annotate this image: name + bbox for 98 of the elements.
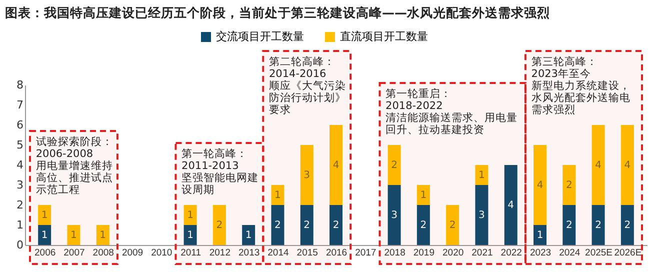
data-label: 4: [624, 160, 631, 171]
bar: [592, 205, 605, 245]
data-label: 4: [332, 160, 340, 171]
data-label: 4: [595, 160, 602, 171]
data-label: 2: [566, 220, 572, 231]
y-tick-label: 4: [16, 158, 24, 172]
data-label: 2: [274, 220, 281, 231]
data-label: 1: [100, 230, 106, 241]
data-label: 4: [536, 180, 544, 191]
x-tick-label: 2024: [559, 248, 580, 258]
data-label: 1: [187, 210, 194, 221]
bar: [184, 225, 197, 245]
y-tick-label: 7: [16, 98, 24, 112]
bar: [67, 225, 80, 245]
band-label: 第一轮高峰：2011-2013坚强智能电网建设周期: [182, 147, 259, 196]
data-label: 1: [41, 230, 48, 241]
bar: [271, 185, 284, 205]
x-tick-label: 2008: [92, 248, 114, 258]
data-label: 3: [391, 210, 398, 221]
x-tick-label: 2018: [384, 248, 406, 258]
data-label: 1: [420, 190, 427, 201]
bar: [416, 205, 430, 245]
data-label: 2: [624, 220, 631, 231]
y-tick-label: 5: [16, 138, 24, 152]
bar: [184, 205, 197, 225]
bar: [330, 125, 342, 205]
bar: [562, 165, 576, 205]
data-label: 1: [478, 170, 485, 181]
data-label: 4: [508, 200, 514, 211]
bar: [592, 125, 605, 205]
data-label: 1: [187, 230, 194, 241]
bar: [96, 225, 110, 245]
data-label: 2: [332, 220, 340, 231]
x-tick-label: 2009: [122, 248, 144, 258]
y-tick-label: 0: [16, 238, 24, 252]
data-label: 2: [420, 220, 427, 231]
data-label: 1: [274, 190, 281, 201]
bar: [562, 205, 576, 245]
x-tick-label: 2014: [268, 248, 289, 258]
bar: [620, 125, 634, 205]
data-label: 2: [304, 220, 310, 231]
x-tick-label: 2006: [34, 248, 56, 258]
bar: [271, 205, 284, 245]
x-tick-label: 2017: [355, 248, 376, 258]
y-tick-label: 3: [16, 178, 24, 192]
data-label: 2: [595, 220, 602, 231]
bar: [300, 205, 314, 245]
data-label: 3: [304, 170, 310, 181]
x-tick-label: 2007: [64, 248, 85, 258]
bar: [620, 205, 634, 245]
data-label: 2: [216, 220, 223, 231]
bar: [242, 225, 256, 245]
legend-label: 交流项目开工数量: [216, 30, 304, 43]
bar: [534, 225, 546, 245]
bar: [38, 225, 52, 245]
data-label: 2: [449, 220, 456, 231]
x-tick-label: 2016: [326, 248, 348, 258]
data-label: 1: [536, 230, 544, 241]
band-label: 第三轮高峰：2023年至今新型电力系统建设，水风光配套外送输电需求强烈: [531, 55, 630, 116]
x-tick-label: 2013: [238, 248, 260, 258]
y-tick-label: 2: [16, 198, 24, 212]
data-label: 1: [245, 230, 252, 241]
y-tick-label: 6: [16, 118, 24, 132]
data-label: 2: [391, 160, 398, 171]
bar: [504, 165, 518, 245]
chart-title: 图表：我国特高压建设已经历五个阶段，当前处于第三轮建设高峰——水风光配套外送需求强烈: [5, 5, 550, 20]
x-tick-label: 2025E: [585, 248, 613, 258]
bar: [212, 205, 226, 245]
bar: [446, 205, 460, 245]
bar: [388, 145, 401, 185]
y-tick-label: 1: [16, 218, 24, 232]
bar: [330, 205, 342, 245]
bar: [475, 185, 488, 245]
x-tick-label: 2022: [500, 248, 522, 258]
bar: [475, 165, 488, 185]
bar: [534, 145, 546, 225]
x-tick-label: 2010: [151, 248, 172, 258]
bar: [388, 185, 401, 245]
x-tick-label: 2015: [296, 248, 318, 258]
bar: [38, 205, 52, 225]
data-label: 2: [566, 180, 572, 191]
data-label: 1: [70, 230, 77, 241]
band-label: 试验探索阶段：2006-2008用电量增速维持高位、推进试点示范工程: [36, 135, 113, 196]
data-label: 1: [41, 210, 48, 221]
x-tick-label: 2019: [413, 248, 434, 258]
y-tick-label: 8: [16, 78, 24, 92]
legend-label: 直流项目开工数量: [340, 30, 428, 43]
x-tick-label: 2012: [209, 248, 230, 258]
bar: [300, 145, 314, 205]
data-label: 3: [478, 210, 485, 221]
bar: [416, 185, 430, 205]
x-tick-label: 2011: [180, 248, 202, 258]
band-label: 第一轮重启：2018-2022清洁能源输送需求、用电量回升、拉动基建投资: [386, 87, 518, 136]
x-tick-label: 2023: [530, 248, 552, 258]
x-tick-label: 2026E: [614, 248, 642, 258]
x-tick-label: 2020: [442, 248, 464, 258]
band-label: 第二轮高峰：2014-2016顺应《大气污染防治行动计划》要求: [268, 55, 346, 116]
x-tick-label: 2021: [472, 248, 493, 258]
